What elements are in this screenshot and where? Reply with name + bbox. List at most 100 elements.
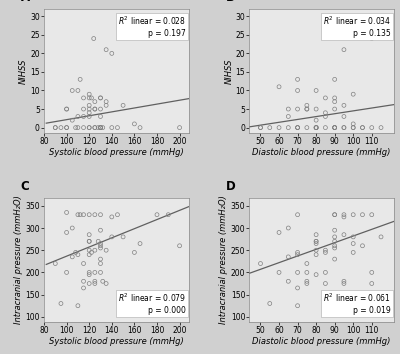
- Y-axis label: Intracranial pressure (mmH₂O): Intracranial pressure (mmH₂O): [14, 195, 23, 324]
- Point: [52, 261, 58, 266]
- X-axis label: Diastolic blood pressure (mmHg): Diastolic blood pressure (mmHg): [252, 148, 391, 158]
- Point: [332, 256, 338, 262]
- Point: [86, 106, 92, 112]
- Point: [97, 125, 104, 130]
- Point: [103, 99, 109, 104]
- Point: [294, 125, 301, 130]
- Point: [75, 114, 81, 119]
- Point: [332, 212, 338, 217]
- Point: [368, 13, 375, 19]
- Point: [80, 125, 87, 130]
- Point: [92, 279, 98, 284]
- Point: [86, 252, 92, 257]
- Point: [313, 125, 319, 130]
- Point: [322, 114, 328, 119]
- Point: [108, 51, 115, 56]
- Point: [332, 239, 338, 244]
- Point: [86, 281, 92, 286]
- Point: [86, 247, 92, 253]
- Point: [97, 256, 104, 262]
- Point: [341, 232, 347, 238]
- Point: [108, 234, 115, 240]
- Point: [341, 279, 347, 284]
- Point: [86, 91, 92, 97]
- Point: [304, 106, 310, 112]
- Point: [63, 106, 70, 112]
- Point: [95, 239, 102, 244]
- Point: [322, 95, 328, 101]
- X-axis label: Diastolic blood pressure (mmHg): Diastolic blood pressure (mmHg): [252, 337, 391, 347]
- Point: [313, 239, 319, 244]
- Point: [350, 125, 356, 130]
- Point: [304, 270, 310, 275]
- Point: [350, 234, 356, 240]
- Point: [285, 125, 292, 130]
- Point: [77, 76, 83, 82]
- Point: [80, 106, 87, 112]
- Point: [95, 125, 102, 130]
- Point: [131, 250, 138, 255]
- Point: [92, 125, 98, 130]
- Point: [313, 247, 319, 253]
- Point: [350, 241, 356, 246]
- Text: $\it{R}^2$ linear = 0.079
p = 0.000: $\it{R}^2$ linear = 0.079 p = 0.000: [118, 292, 186, 315]
- Point: [332, 245, 338, 251]
- Point: [332, 125, 338, 130]
- Point: [332, 125, 338, 130]
- Point: [97, 245, 104, 251]
- Point: [294, 212, 301, 217]
- Point: [313, 272, 319, 278]
- Point: [359, 243, 366, 249]
- Point: [154, 212, 160, 217]
- Point: [359, 125, 366, 130]
- Point: [332, 76, 338, 82]
- Point: [80, 114, 87, 119]
- Point: [304, 261, 310, 266]
- Point: [92, 106, 98, 112]
- Point: [341, 114, 347, 119]
- Point: [75, 252, 81, 257]
- Point: [97, 106, 104, 112]
- Text: $\it{R}^2$ linear = 0.028
p = 0.197: $\it{R}^2$ linear = 0.028 p = 0.197: [118, 15, 186, 38]
- Point: [108, 214, 115, 220]
- Point: [97, 95, 104, 101]
- Point: [103, 103, 109, 108]
- X-axis label: Systolic blood pressure (mmHg): Systolic blood pressure (mmHg): [49, 337, 184, 347]
- Point: [108, 125, 115, 130]
- Point: [285, 114, 292, 119]
- Point: [97, 241, 104, 246]
- Point: [92, 99, 98, 104]
- Text: D: D: [226, 180, 236, 193]
- Point: [294, 125, 301, 130]
- Point: [97, 125, 104, 130]
- Point: [368, 270, 375, 275]
- Point: [350, 121, 356, 127]
- Point: [304, 281, 310, 286]
- Point: [75, 212, 81, 217]
- Point: [97, 125, 104, 130]
- Point: [294, 125, 301, 130]
- Point: [137, 241, 143, 246]
- Point: [80, 261, 87, 266]
- Point: [332, 125, 338, 130]
- Point: [313, 252, 319, 257]
- Point: [332, 212, 338, 217]
- Point: [114, 125, 121, 130]
- Point: [63, 230, 70, 235]
- Point: [103, 47, 109, 52]
- Point: [322, 250, 328, 255]
- Point: [58, 301, 64, 306]
- Point: [350, 212, 356, 217]
- Point: [304, 125, 310, 130]
- Point: [276, 270, 282, 275]
- Point: [137, 125, 143, 130]
- Point: [97, 212, 104, 217]
- Point: [313, 117, 319, 123]
- Point: [257, 261, 264, 266]
- Point: [332, 99, 338, 104]
- Y-axis label: NIHSS: NIHSS: [224, 58, 233, 84]
- Point: [97, 261, 104, 266]
- Point: [63, 125, 70, 130]
- Point: [350, 91, 356, 97]
- Point: [69, 254, 76, 260]
